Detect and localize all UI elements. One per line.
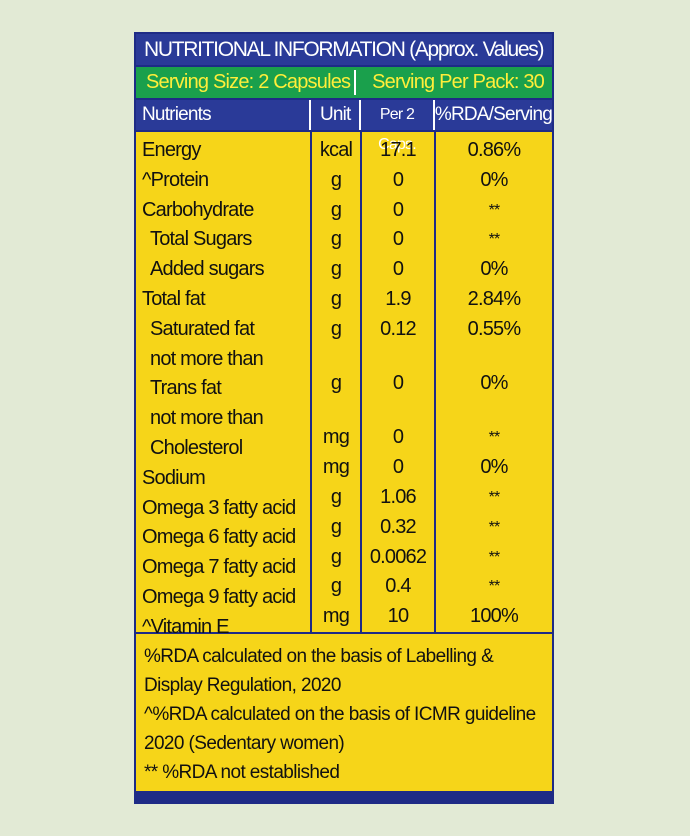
rda-cell: 100% [470, 605, 519, 628]
nutrient-name: Carbohydrate [142, 198, 254, 221]
unit-cell: g [330, 575, 342, 598]
nutrient-name: not more than [150, 347, 264, 370]
nutrient-name: Omega 7 fatty acid [142, 556, 296, 579]
rda-cell: ** [488, 578, 501, 596]
label-title: NUTRITIONAL INFORMATION (Approx. Values) [136, 34, 552, 65]
unit-column: kcal g g g g g g g mg mg g g g g mg [312, 132, 362, 632]
unit-cell: g [330, 317, 342, 340]
unit-cell: g [330, 486, 342, 508]
nutrient-name: Trans fat [150, 377, 222, 400]
unit-cell: g [330, 545, 342, 568]
per-serving-column: 17.1 0 0 0 0 1.9 0.12 0 0 0 1.06 0.32 0.… [362, 132, 436, 632]
footnote-line: ^%RDA calculated on the basis of ICMR gu… [144, 704, 536, 725]
unit-cell: kcal [319, 139, 353, 161]
unit-cell: g [330, 287, 342, 310]
rda-cell: 0.55% [467, 317, 522, 340]
rda-cell: ** [488, 489, 501, 506]
nutrient-name: Sodium [142, 466, 206, 489]
nutrition-label: NUTRITIONAL INFORMATION (Approx. Values)… [134, 32, 554, 804]
unit-cell: mg [322, 605, 350, 628]
header-per-serving: Per 2 Caps. [361, 100, 435, 153]
rda-cell: 0% [480, 372, 508, 395]
value-cell: 0 [392, 372, 404, 395]
value-cell: 0 [392, 228, 404, 251]
header-nutrients: Nutrients [136, 100, 312, 130]
serving-size: Serving Size: 2 Capsules [146, 71, 351, 93]
unit-cell: g [330, 168, 342, 191]
value-cell: 10 [387, 605, 409, 628]
nutrient-name: Total Sugars [150, 228, 252, 251]
header-rda: %RDA/Serving [434, 104, 553, 125]
table-header: Nutrients Unit Per 2 Caps. %RDA/Serving [136, 100, 553, 153]
value-cell [362, 399, 434, 424]
rda-cell: 0% [480, 258, 508, 281]
rda-cell: 0.86% [467, 139, 522, 161]
nutrient-name: Saturated fat [150, 317, 255, 340]
rda-cell [436, 399, 552, 424]
rda-cell: ** [488, 518, 501, 536]
rda-cell [436, 345, 552, 370]
rda-cell: ** [488, 201, 501, 219]
nutrient-name: Energy [142, 139, 201, 161]
nutrient-name: not more than [150, 407, 264, 430]
footnote-line: Display Regulation, 2020 [144, 675, 341, 696]
nutrient-name: Omega 9 fatty acid [142, 585, 296, 608]
serving-per-pack: Serving Per Pack: 30 [372, 71, 545, 93]
nutrient-name: ^Protein [142, 168, 209, 191]
value-cell: 1.9 [385, 287, 411, 310]
unit-cell: mg [322, 456, 350, 479]
unit-cell [312, 345, 360, 370]
nutrient-column: Energy ^Protein Carbohydrate Total Sugar… [136, 132, 312, 638]
table-body: Energy ^Protein Carbohydrate Total Sugar… [136, 132, 552, 638]
unit-cell: g [330, 372, 342, 395]
rda-cell: ** [488, 548, 501, 566]
value-cell: 1.06 [380, 486, 417, 508]
value-cell: 0 [392, 198, 404, 221]
footnote-line: %RDA calculated on the basis of Labellin… [144, 646, 494, 667]
value-cell: 0.4 [385, 575, 411, 598]
unit-cell: g [330, 198, 342, 221]
footnote-line: 2020 (Sedentary women) [144, 733, 345, 754]
unit-cell: g [330, 228, 342, 251]
unit-cell: g [330, 515, 342, 538]
value-cell [362, 345, 434, 370]
nutrient-name: Cholesterol [150, 436, 243, 459]
rda-cell: ** [488, 231, 501, 249]
footnote-line: ** %RDA not established [144, 762, 340, 783]
rda-column: 0.86% 0% ** ** 0% 2.84% 0.55% 0% ** 0% *… [436, 132, 552, 632]
nutrient-name: Total fat [142, 287, 206, 310]
nutrient-name: Omega 6 fatty acid [142, 526, 296, 549]
rda-cell: 2.84% [467, 287, 522, 310]
value-cell: 0 [392, 168, 404, 191]
value-cell: 0 [392, 456, 404, 479]
serving-bar: Serving Size: 2 Capsules Serving Per Pac… [136, 67, 552, 98]
footnotes: %RDA calculated on the basis of Labellin… [136, 634, 552, 791]
unit-cell: mg [322, 426, 350, 449]
unit-cell [312, 399, 360, 424]
rda-cell: 0% [480, 456, 508, 479]
unit-cell: g [330, 258, 342, 281]
value-cell: 0.32 [380, 515, 417, 538]
value-cell: 0 [392, 426, 404, 449]
value-cell: 0 [392, 258, 404, 281]
nutrient-name: Omega 3 fatty acid [142, 496, 296, 519]
rda-cell: 0% [480, 168, 508, 191]
rda-cell: ** [488, 429, 501, 447]
header-unit: Unit [311, 100, 362, 130]
value-cell: 0.12 [380, 317, 417, 340]
value-cell: 17.1 [380, 139, 417, 161]
value-cell: 0.0062 [369, 545, 427, 568]
nutrient-name: Added sugars [150, 258, 265, 281]
nutrient-name: ^Vitamin E [142, 615, 229, 638]
serving-divider [354, 70, 356, 95]
